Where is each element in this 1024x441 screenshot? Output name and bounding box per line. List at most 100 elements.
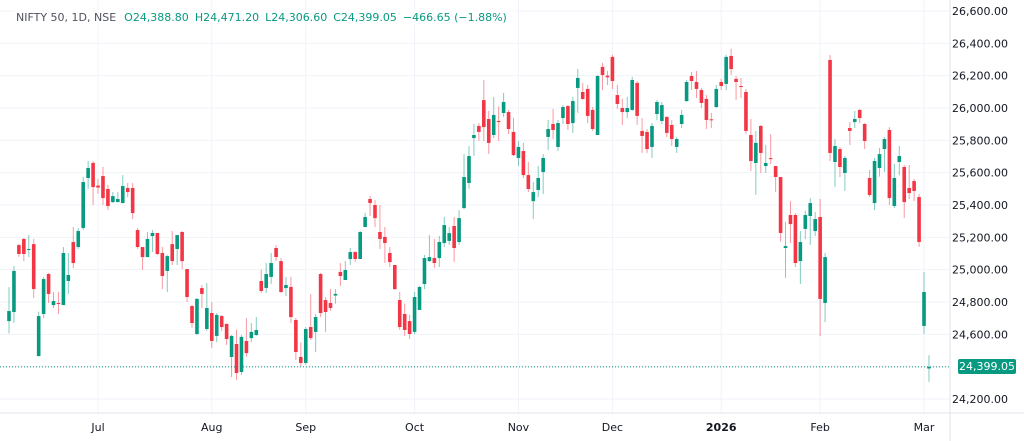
price-axis[interactable]: 26,600.00 26,400.00 26,200.00 26,000.00 25,8… (952, 5, 1008, 406)
candle-down[interactable] (190, 304, 194, 328)
candle-down[interactable] (31, 238, 36, 298)
candle-down[interactable] (788, 201, 793, 243)
candle-up[interactable] (575, 69, 580, 114)
candle-down[interactable] (917, 194, 921, 248)
candle-up[interactable] (724, 54, 728, 91)
candle-down[interactable] (383, 226, 387, 264)
candle-up[interactable] (472, 124, 476, 157)
candle-up[interactable] (536, 166, 541, 198)
candle-up[interactable] (922, 272, 926, 335)
candle-down[interactable] (744, 88, 748, 134)
candle-up[interactable] (150, 230, 155, 253)
candle-up[interactable] (897, 145, 902, 176)
candle-up[interactable] (86, 161, 90, 189)
candle-down[interactable] (739, 77, 743, 98)
candle-down[interactable] (368, 195, 372, 216)
candle-down[interactable] (615, 85, 620, 109)
candle-up[interactable] (927, 355, 931, 382)
candle-down[interactable] (17, 243, 21, 257)
candle-down[interactable] (580, 82, 585, 100)
candle-down[interactable] (294, 318, 298, 360)
candle-up[interactable] (714, 85, 719, 108)
candle-down[interactable] (848, 122, 852, 146)
candle-down[interactable] (640, 118, 644, 153)
candle-down[interactable] (907, 164, 911, 200)
candle-down[interactable] (185, 269, 189, 302)
candle-down[interactable] (482, 80, 486, 141)
candle-down[interactable] (486, 110, 491, 154)
candle-down[interactable] (180, 231, 184, 270)
candle-down[interactable] (140, 247, 145, 270)
candle-down[interactable] (912, 178, 916, 202)
candle-up[interactable] (61, 247, 66, 306)
candle-down[interactable] (566, 105, 570, 130)
candle-down[interactable] (669, 119, 674, 146)
candle-up[interactable] (571, 97, 575, 133)
candle-down[interactable] (91, 161, 95, 205)
symbol-title[interactable]: NIFTY 50, 1D, NSE (16, 11, 117, 24)
candle-down[interactable] (135, 227, 140, 249)
candle-up[interactable] (239, 334, 244, 376)
candle-down[interactable] (219, 314, 224, 331)
candle-down[interactable] (155, 232, 160, 255)
candle-down[interactable] (729, 48, 733, 76)
candle-down[interactable] (590, 107, 595, 131)
candle-up[interactable] (51, 291, 56, 308)
candle-down[interactable] (551, 108, 555, 140)
candle-up[interactable] (852, 110, 857, 129)
candle-up[interactable] (679, 109, 684, 129)
candle-up[interactable] (625, 97, 630, 119)
candle-up[interactable] (333, 289, 338, 304)
candle-down[interactable] (496, 106, 501, 141)
candle-down[interactable] (328, 289, 333, 311)
candle-down[interactable] (101, 167, 105, 205)
candle-down[interactable] (452, 216, 456, 263)
candle-up[interactable] (412, 291, 417, 335)
candle-up[interactable] (892, 163, 897, 209)
candle-up[interactable] (269, 253, 273, 285)
candle-down[interactable] (719, 78, 724, 91)
candle-down[interactable] (209, 302, 214, 349)
candle-up[interactable] (491, 97, 496, 138)
candle-up[interactable] (877, 147, 882, 177)
candle-down[interactable] (323, 296, 328, 332)
candle-up[interactable] (205, 283, 209, 331)
candle-down[interactable] (818, 199, 822, 336)
candle-up[interactable] (437, 236, 442, 268)
candle-up[interactable] (655, 100, 659, 120)
candle-up[interactable] (843, 156, 847, 191)
candle-down[interactable] (749, 118, 753, 172)
candle-down[interactable] (397, 291, 402, 330)
candle-down[interactable] (407, 314, 412, 340)
candle-down[interactable] (160, 247, 165, 290)
candle-up[interactable] (556, 119, 560, 152)
candle-down[interactable] (665, 115, 669, 138)
candle-up[interactable] (882, 136, 887, 173)
candle-down[interactable] (392, 264, 397, 291)
candle-up[interactable] (457, 210, 461, 245)
candle-up[interactable] (808, 198, 813, 245)
candle-down[interactable] (477, 123, 481, 141)
candle-down[interactable] (635, 81, 639, 125)
candle-down[interactable] (605, 70, 610, 86)
candle-down[interactable] (274, 245, 278, 262)
candle-up[interactable] (422, 254, 427, 290)
candle-down[interactable] (709, 112, 714, 129)
candle-down[interactable] (773, 166, 778, 193)
time-axis[interactable]: Jul Aug Sep Oct Nov Dec 2026 Feb Mar (90, 421, 934, 434)
candle-down[interactable] (511, 117, 516, 157)
candle-up[interactable] (872, 157, 877, 211)
candle-down[interactable] (600, 62, 605, 91)
candle-down[interactable] (130, 183, 135, 220)
candle-down[interactable] (244, 318, 249, 357)
candle-up[interactable] (783, 221, 788, 278)
candle-down[interactable] (689, 71, 694, 91)
candle-up[interactable] (175, 235, 179, 265)
candle-down[interactable] (106, 184, 110, 211)
candle-down[interactable] (758, 124, 763, 173)
candle-up[interactable] (501, 92, 506, 118)
candle-up[interactable] (348, 248, 353, 265)
candle-down[interactable] (308, 293, 313, 340)
candle-up[interactable] (26, 235, 31, 258)
